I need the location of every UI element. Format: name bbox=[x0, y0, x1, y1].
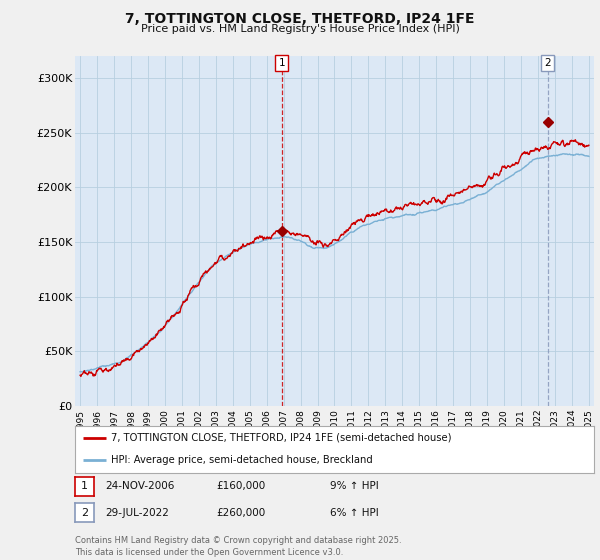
Text: £260,000: £260,000 bbox=[216, 508, 265, 517]
Text: HPI: Average price, semi-detached house, Breckland: HPI: Average price, semi-detached house,… bbox=[112, 455, 373, 465]
Text: 9% ↑ HPI: 9% ↑ HPI bbox=[330, 482, 379, 491]
Text: 29-JUL-2022: 29-JUL-2022 bbox=[105, 508, 169, 517]
Text: 2: 2 bbox=[81, 508, 88, 517]
Text: 7, TOTTINGTON CLOSE, THETFORD, IP24 1FE (semi-detached house): 7, TOTTINGTON CLOSE, THETFORD, IP24 1FE … bbox=[112, 432, 452, 442]
Text: 24-NOV-2006: 24-NOV-2006 bbox=[105, 482, 175, 491]
Text: £160,000: £160,000 bbox=[216, 482, 265, 491]
Text: 6% ↑ HPI: 6% ↑ HPI bbox=[330, 508, 379, 517]
Text: 7, TOTTINGTON CLOSE, THETFORD, IP24 1FE: 7, TOTTINGTON CLOSE, THETFORD, IP24 1FE bbox=[125, 12, 475, 26]
Text: Price paid vs. HM Land Registry's House Price Index (HPI): Price paid vs. HM Land Registry's House … bbox=[140, 24, 460, 34]
Text: Contains HM Land Registry data © Crown copyright and database right 2025.
This d: Contains HM Land Registry data © Crown c… bbox=[75, 536, 401, 557]
Text: 2: 2 bbox=[545, 58, 551, 68]
Text: 1: 1 bbox=[278, 58, 285, 68]
Text: 1: 1 bbox=[81, 482, 88, 491]
